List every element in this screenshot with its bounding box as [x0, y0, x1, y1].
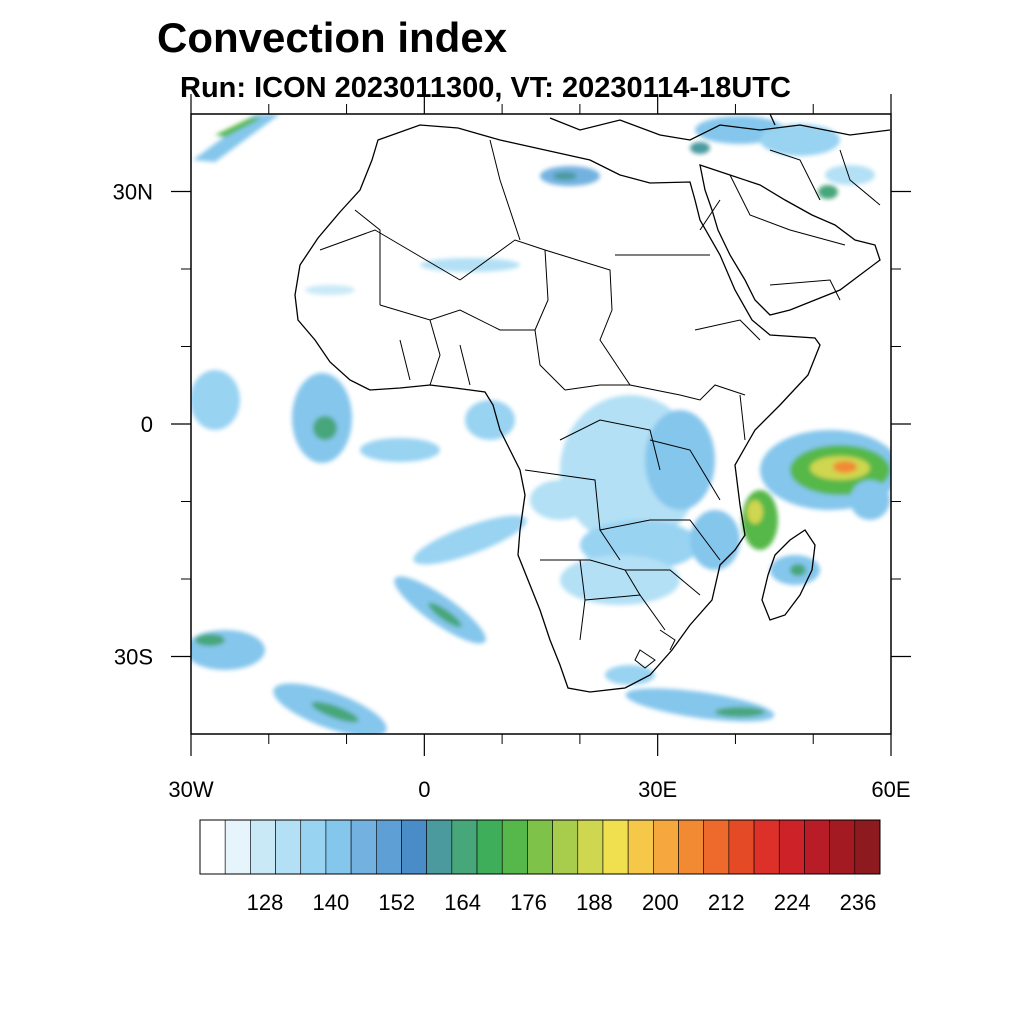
country-borders — [319, 139, 881, 669]
colorbar-swatch — [829, 819, 856, 875]
field-patch — [360, 438, 440, 462]
field-patch — [690, 510, 740, 570]
colorbar-swatch — [678, 819, 705, 875]
colorbar-swatch — [778, 819, 805, 875]
colorbar-swatch — [854, 819, 881, 875]
field-patch — [311, 701, 359, 723]
map-axes: 30N 0 30S 30W 0 30E 60E — [113, 94, 911, 802]
colorbar-label: 176 — [510, 890, 547, 915]
field-patch — [305, 285, 355, 295]
colorbar-swatch — [476, 819, 503, 875]
colorbar-swatch — [527, 819, 553, 875]
colorbar-swatch — [199, 819, 226, 875]
colorbar-swatch — [728, 819, 755, 875]
colorbar-swatch — [300, 819, 327, 875]
colorbar-label: 212 — [708, 890, 745, 915]
chart-title: Convection index — [157, 14, 508, 61]
colorbar-label: 152 — [378, 890, 415, 915]
colorbar-label: 236 — [840, 890, 877, 915]
field-patch — [215, 118, 262, 137]
field-patch — [560, 555, 680, 605]
lon-label: 30W — [168, 777, 213, 802]
field-patch — [825, 165, 875, 185]
field-patch — [605, 665, 655, 685]
colorbar-swatch — [753, 819, 780, 875]
colorbar-swatch — [804, 819, 830, 875]
madagascar-coastline — [761, 529, 816, 621]
field-patch — [428, 602, 462, 628]
mediterranean-coastline — [549, 117, 891, 141]
colorbar-swatch — [375, 819, 402, 875]
africa-coastline — [294, 124, 821, 693]
convection-field — [191, 114, 891, 734]
colorbar-swatch — [275, 819, 302, 875]
colorbar-swatch — [224, 819, 251, 875]
colorbar-frame — [199, 819, 881, 875]
colorbar-label: 224 — [774, 890, 811, 915]
colorbar-label: 164 — [444, 890, 481, 915]
field-patch — [530, 480, 590, 520]
field-patch — [191, 370, 240, 430]
field-patch — [690, 142, 710, 154]
field-patch — [625, 688, 775, 722]
colorbar-swatch — [653, 819, 679, 875]
colorbar-swatch — [451, 819, 478, 875]
colorbar-swatch — [627, 819, 654, 875]
colorbar-swatch — [250, 819, 276, 875]
field-patch — [850, 480, 890, 520]
colorbar-label: 188 — [576, 890, 613, 915]
caspian-coastline — [769, 114, 776, 126]
lon-label: 60E — [871, 777, 910, 802]
lat-label: 0 — [141, 412, 153, 437]
field-patch — [747, 500, 763, 524]
lon-label: 0 — [418, 777, 430, 802]
colorbar-swatch — [602, 819, 629, 875]
lat-label: 30S — [114, 645, 153, 670]
field-patch — [715, 707, 765, 717]
colorbar-swatch — [501, 819, 528, 875]
colorbar-swatch — [703, 819, 730, 875]
colorbar-label: 200 — [642, 890, 679, 915]
field-patch — [313, 416, 337, 440]
colorbar: 128 140 152 164 176 188 200 212 224 236 — [199, 819, 881, 915]
lon-label: 30E — [638, 777, 677, 802]
field-patch — [465, 400, 515, 440]
coastlines — [294, 114, 891, 693]
colorbar-swatch — [577, 819, 604, 875]
field-patch — [760, 124, 840, 156]
field-patch — [818, 185, 838, 199]
colorbar-swatch — [401, 819, 427, 875]
colorbar-swatch — [552, 819, 579, 875]
arabia-coastline — [699, 164, 881, 316]
field-patch — [191, 630, 265, 670]
colorbar-label: 128 — [247, 890, 284, 915]
colorbar-swatch — [426, 819, 453, 875]
field-patch — [553, 172, 577, 180]
field-patch — [413, 515, 527, 565]
field-patch — [790, 564, 806, 576]
field-patch — [833, 461, 857, 473]
lat-label: 30N — [113, 180, 153, 205]
colorbar-label: 140 — [313, 890, 350, 915]
colorbar-swatch — [325, 819, 352, 875]
chart-subtitle: Run: ICON 2023011300, VT: 20230114-18UTC — [180, 72, 791, 104]
field-patch — [193, 114, 280, 162]
field-patch — [645, 410, 715, 510]
field-patch — [195, 634, 225, 646]
colorbar-swatch — [350, 819, 377, 875]
field-patch — [420, 258, 520, 272]
